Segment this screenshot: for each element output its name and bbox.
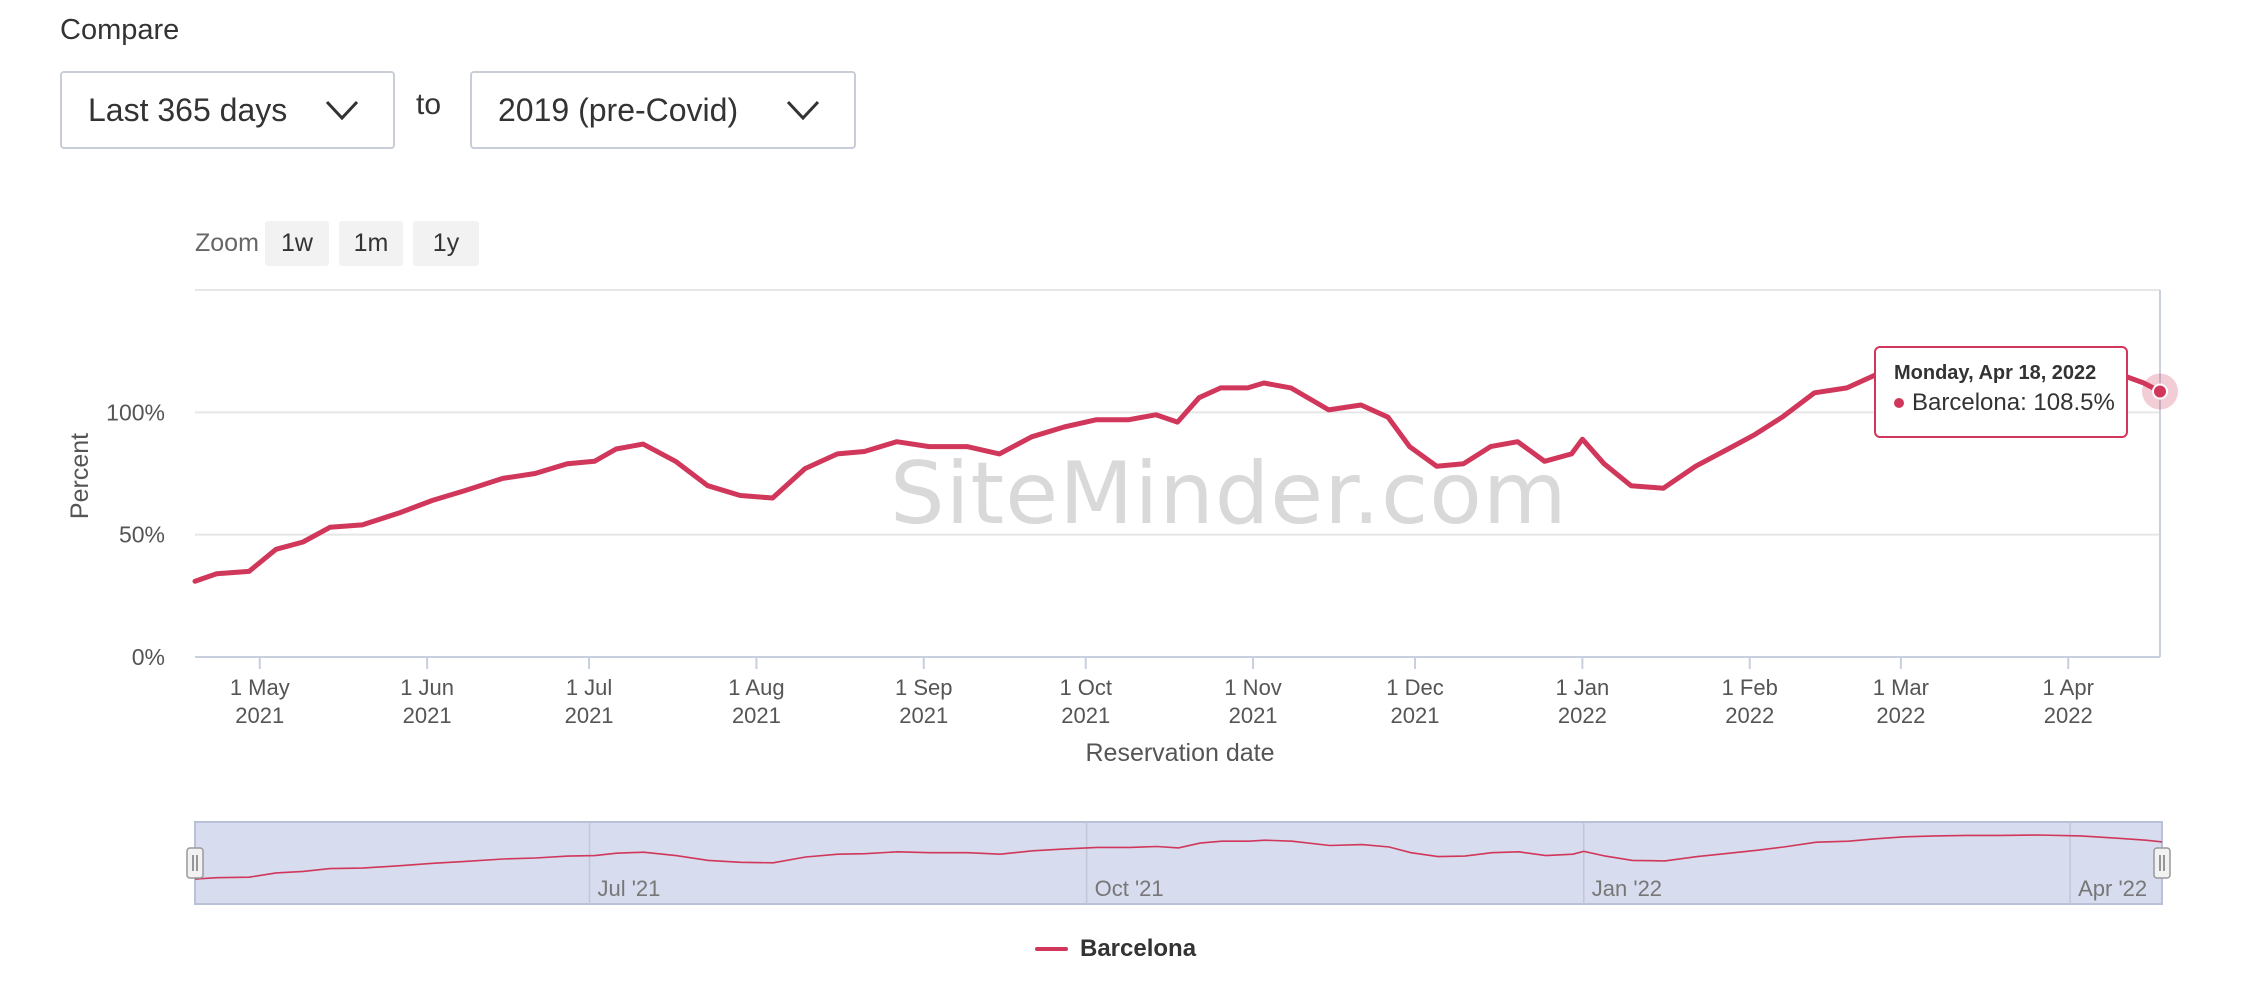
legend-item-barcelona[interactable]: Barcelona bbox=[1035, 935, 1196, 963]
x-tick-label: 1 Sep 2021 bbox=[895, 675, 953, 728]
legend-label: Barcelona bbox=[1080, 935, 1197, 962]
navigator-left-handle[interactable] bbox=[186, 847, 204, 879]
grid-layer bbox=[195, 289, 2161, 658]
navigator-label: Jul '21 bbox=[597, 876, 660, 901]
y-tick-label: 100% bbox=[106, 399, 165, 425]
y-tick-layer: 0% 50% 100% bbox=[106, 399, 165, 670]
x-tick-label: 1 Dec 2021 bbox=[1386, 675, 1443, 728]
tooltip-row: Barcelona: 108.5% bbox=[1894, 389, 2126, 417]
hover-point[interactable] bbox=[2152, 383, 2168, 400]
to-label: to bbox=[416, 88, 442, 121]
x-tick-label: 1 Jun 2021 bbox=[400, 675, 454, 728]
x-tick-label: 1 Nov 2021 bbox=[1224, 675, 1281, 728]
period-select-value: Last 365 days bbox=[88, 91, 288, 128]
navigator: Jul '21 Oct '21 Jan '22 Apr '22 bbox=[186, 821, 2171, 905]
period-select[interactable]: Last 365 days bbox=[60, 71, 395, 149]
chevron-down-icon bbox=[325, 100, 359, 121]
legend-line-swatch bbox=[1035, 947, 1068, 951]
y-tick-label: 50% bbox=[119, 522, 165, 548]
navigator-label: Oct '21 bbox=[1095, 876, 1164, 901]
navigator-series-line bbox=[194, 834, 2163, 880]
navigator-right-handle[interactable] bbox=[2153, 847, 2171, 879]
tooltip: Monday, Apr 18, 2022 Barcelona: 108.5% bbox=[1874, 346, 2128, 438]
x-tick-label: 1 Aug 2021 bbox=[728, 675, 784, 728]
navigator-label: Jan '22 bbox=[1592, 876, 1662, 901]
x-tick-label: 1 Jul 2021 bbox=[565, 675, 614, 728]
zoom-1y-button[interactable]: 1y bbox=[413, 221, 479, 266]
chevron-down-icon bbox=[786, 100, 820, 121]
series-layer bbox=[192, 353, 2178, 584]
baseline-select[interactable]: 2019 (pre-Covid) bbox=[470, 71, 856, 149]
x-tick-label: 1 Feb 2022 bbox=[1722, 675, 1778, 728]
zoom-label: Zoom bbox=[195, 229, 259, 257]
navigator-label: Apr '22 bbox=[2078, 876, 2147, 901]
navigator-window[interactable] bbox=[194, 821, 2163, 905]
compare-label: Compare bbox=[60, 14, 180, 46]
x-tick-label: 1 Jan 2022 bbox=[1555, 675, 1609, 728]
series-dot-icon bbox=[1894, 398, 1904, 408]
y-axis-title: Percent bbox=[66, 433, 94, 519]
x-tick-label: 1 May 2021 bbox=[230, 675, 290, 728]
zoom-1m-button[interactable]: 1m bbox=[339, 221, 403, 266]
y-tick-label: 0% bbox=[132, 644, 165, 670]
tooltip-value: Barcelona: 108.5% bbox=[1912, 389, 2115, 416]
x-tick-layer: 1 May 2021 1 Jun 2021 1 Jul 2021 1 Aug 2021 1 Se… bbox=[230, 657, 2094, 728]
series-line-barcelona bbox=[192, 353, 2163, 584]
watermark: SiteMinder.com bbox=[890, 444, 1568, 544]
x-axis-title: Reservation date bbox=[1085, 739, 1274, 767]
tooltip-date: Monday, Apr 18, 2022 bbox=[1894, 362, 2097, 384]
x-tick-label: 1 Mar 2022 bbox=[1873, 675, 1929, 728]
zoom-1w-button[interactable]: 1w bbox=[265, 221, 329, 266]
baseline-select-value: 2019 (pre-Covid) bbox=[498, 91, 739, 128]
x-tick-label: 1 Apr 2022 bbox=[2043, 675, 2094, 728]
x-tick-label: 1 Oct 2021 bbox=[1059, 675, 1112, 728]
